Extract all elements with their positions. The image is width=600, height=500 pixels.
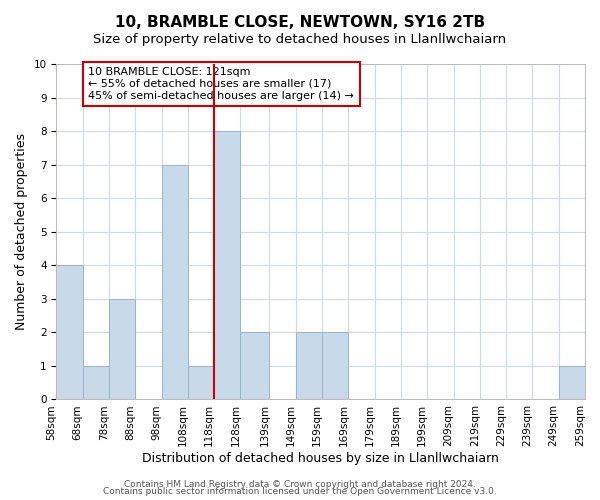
Text: 10, BRAMBLE CLOSE, NEWTOWN, SY16 2TB: 10, BRAMBLE CLOSE, NEWTOWN, SY16 2TB <box>115 15 485 30</box>
Bar <box>83 366 109 400</box>
Text: Contains public sector information licensed under the Open Government Licence v3: Contains public sector information licen… <box>103 487 497 496</box>
X-axis label: Distribution of detached houses by size in Llanllwchaiarn: Distribution of detached houses by size … <box>142 452 499 465</box>
Bar <box>161 164 188 400</box>
Bar <box>241 332 269 400</box>
Y-axis label: Number of detached properties: Number of detached properties <box>15 133 28 330</box>
Bar <box>559 366 585 400</box>
Text: Contains HM Land Registry data © Crown copyright and database right 2024.: Contains HM Land Registry data © Crown c… <box>124 480 476 489</box>
Bar <box>56 266 83 400</box>
Text: Size of property relative to detached houses in Llanllwchaiarn: Size of property relative to detached ho… <box>94 32 506 46</box>
Bar <box>322 332 349 400</box>
Bar <box>296 332 322 400</box>
Bar <box>109 299 135 400</box>
Bar <box>214 131 241 400</box>
Text: 10 BRAMBLE CLOSE: 121sqm
← 55% of detached houses are smaller (17)
45% of semi-d: 10 BRAMBLE CLOSE: 121sqm ← 55% of detach… <box>88 68 354 100</box>
Bar <box>188 366 214 400</box>
